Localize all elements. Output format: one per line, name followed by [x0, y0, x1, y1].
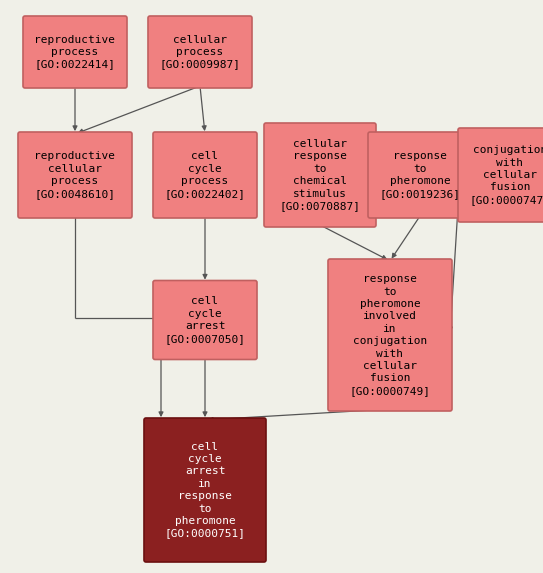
Text: response
to
pheromone
involved
in
conjugation
with
cellular
fusion
[GO:0000749]: response to pheromone involved in conjug… — [350, 274, 431, 396]
Text: cellular
process
[GO:0009987]: cellular process [GO:0009987] — [160, 34, 241, 69]
FancyBboxPatch shape — [153, 132, 257, 218]
FancyBboxPatch shape — [368, 132, 472, 218]
Text: reproductive
process
[GO:0022414]: reproductive process [GO:0022414] — [35, 34, 116, 69]
FancyBboxPatch shape — [144, 418, 266, 562]
Text: cell
cycle
process
[GO:0022402]: cell cycle process [GO:0022402] — [165, 151, 245, 199]
Text: cell
cycle
arrest
in
response
to
pheromone
[GO:0000751]: cell cycle arrest in response to pheromo… — [165, 442, 245, 539]
FancyBboxPatch shape — [328, 259, 452, 411]
Text: cellular
response
to
chemical
stimulus
[GO:0070887]: cellular response to chemical stimulus [… — [280, 139, 361, 211]
FancyBboxPatch shape — [18, 132, 132, 218]
Text: cell
cycle
arrest
[GO:0007050]: cell cycle arrest [GO:0007050] — [165, 296, 245, 344]
FancyBboxPatch shape — [458, 128, 543, 222]
FancyBboxPatch shape — [148, 16, 252, 88]
FancyBboxPatch shape — [153, 281, 257, 359]
Text: reproductive
cellular
process
[GO:0048610]: reproductive cellular process [GO:004861… — [35, 151, 116, 199]
Text: response
to
pheromone
[GO:0019236]: response to pheromone [GO:0019236] — [380, 151, 460, 199]
FancyBboxPatch shape — [264, 123, 376, 227]
Text: conjugation
with
cellular
fusion
[GO:0000747]: conjugation with cellular fusion [GO:000… — [470, 145, 543, 205]
FancyBboxPatch shape — [23, 16, 127, 88]
